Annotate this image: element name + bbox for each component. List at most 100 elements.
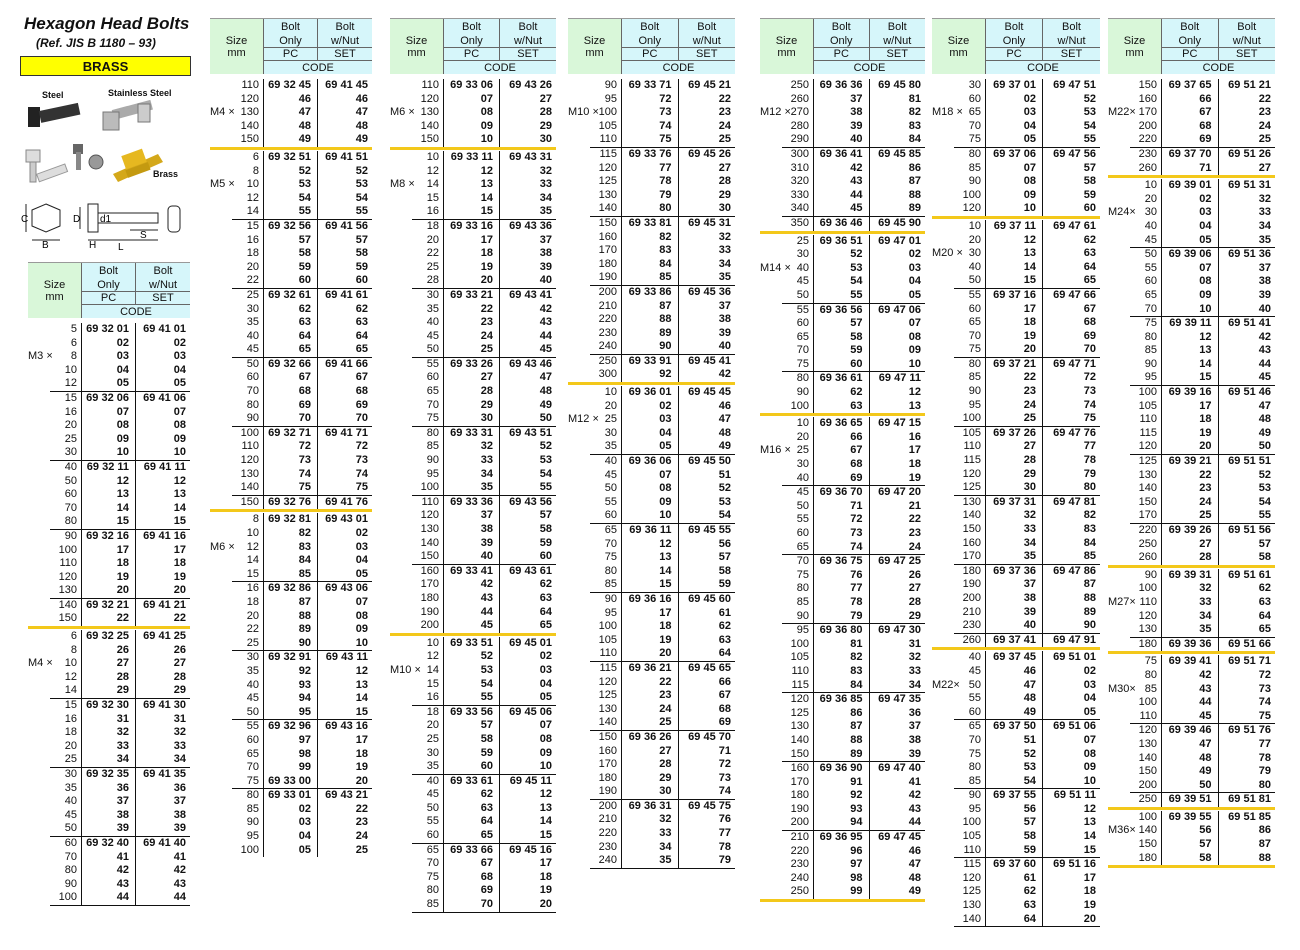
table-row: 60 13 13 [50, 488, 190, 502]
length-value: 30 [426, 746, 439, 759]
pc-code-cell: 09 [986, 188, 1043, 203]
set-code-cell: 69 51 76 [1228, 724, 1271, 737]
table-row: 40 14 64 [954, 260, 1100, 275]
set-code-cell: 15 [539, 829, 552, 842]
length-value: 250 [1138, 537, 1157, 550]
pc-code-cell: 03 [986, 106, 1043, 120]
table-row: 80 53 09 [954, 761, 1100, 775]
set-code-cell: 17 [908, 444, 921, 457]
code-table-column: Size mm Bolt Bolt Only w/Nut PC SET CODE 5 69 32 0… [28, 262, 190, 906]
pc-code-cell: 66 [1162, 92, 1219, 107]
size-unit-label: mm [777, 46, 796, 59]
size-cell: 190 [412, 605, 444, 620]
set-code-cell: 12 [173, 474, 186, 487]
size-cell: 160 [590, 230, 622, 245]
size-cell: 125 [1130, 455, 1162, 469]
size-section: 8 69 32 81 69 43 01 10 82 02 M6 × 12 83 03 14 84 04 1… [210, 513, 372, 858]
length-value: 150 [962, 523, 981, 535]
set-code-cell: 35 [539, 205, 552, 218]
size-section: 6 69 32 25 69 41 25 8 26 26 M4 × 10 27 27 12 28 28 14… [28, 630, 190, 906]
table-row: M22× 170 67 23 [1108, 106, 1275, 120]
length-value: 65 [604, 524, 617, 536]
pc-code-cell: 09 [82, 432, 136, 447]
set-code-cell: 32 [1258, 192, 1271, 205]
table-row: 10 04 04 [50, 363, 190, 378]
table-row: M18 × 65 03 53 [932, 106, 1100, 120]
length-value: 55 [426, 815, 439, 828]
table-body: 110 69 32 45 69 41 45 120 46 46 M4 × 130 47 47 140… [210, 74, 372, 858]
pc-code-cell: 91 [814, 775, 870, 790]
length-value: 120 [790, 693, 809, 706]
pc-code-cell: 32 [986, 509, 1043, 523]
length-value: 120 [1138, 440, 1157, 453]
size-cell: 220 [1130, 524, 1162, 538]
table-row: 150 69 37 65 69 51 21 [1130, 79, 1275, 93]
set-code-cell: 69 45 75 [688, 799, 731, 812]
table-row: 230 69 37 70 69 51 26 [1130, 147, 1275, 162]
table-row: 210 69 36 95 69 47 45 [782, 831, 925, 845]
pc-code-cell: 77 [814, 582, 870, 596]
pc-code-cell: 04 [1162, 219, 1219, 234]
size-section: 6 69 32 51 69 41 51 8 52 52 M5 × 10 53 53 12 54 54 14… [210, 150, 372, 510]
pc-code-cell: 07 [1162, 261, 1219, 276]
set-code-cell: 07 [1083, 733, 1096, 746]
length-value: 200 [1138, 119, 1157, 132]
table-row: 130 79 29 [590, 188, 735, 203]
size-cell: 35 [412, 302, 444, 317]
length-value: 8 [70, 643, 77, 656]
table-row: 65 98 18 [232, 747, 372, 762]
table-row: 150 24 54 [1130, 495, 1275, 510]
set-code-cell: 69 51 21 [1228, 79, 1271, 91]
bolt-only-subheader: Only [264, 34, 318, 48]
length-value: 70 [64, 850, 77, 863]
table-header: Size mm Bolt Bolt Only w/Nut PC SET CODE [932, 18, 1100, 74]
set-code-cell: 36 [908, 706, 921, 719]
length-value: 75 [796, 568, 809, 581]
set-code-cell: 05 [1083, 705, 1096, 718]
table-row: 65 69 36 11 69 45 55 [590, 524, 735, 538]
pc-code-cell: 05 [264, 843, 318, 858]
size-cell: 200 [782, 816, 814, 831]
size-cell: 100 [232, 843, 264, 858]
pc-code-cell: 43 [1162, 682, 1219, 697]
size-cell: 210 [590, 299, 622, 314]
table-row: 95 69 36 80 69 47 30 [782, 624, 925, 638]
row-group: 30 69 37 01 69 47 51 60 02 52 M18 × 65 03 53 70 04 5… [932, 79, 1100, 148]
table-row: 60 67 67 [232, 371, 372, 386]
pc-code-cell: 69 33 00 [264, 774, 318, 789]
set-code-cell: 22 [1258, 92, 1271, 105]
length-value: 50 [968, 678, 981, 691]
table-row: 90 33 53 [412, 454, 556, 468]
table-row: 50 08 52 [590, 482, 735, 496]
size-cell: 110 [590, 647, 622, 661]
diagram-label-h: H [89, 240, 96, 251]
table-row: 120 37 57 [412, 509, 556, 523]
table-row: 180 43 63 [412, 591, 556, 606]
pc-code-cell: 92 [264, 664, 318, 679]
pc-code-cell: 97 [264, 733, 318, 748]
table-row: 30 52 02 [782, 248, 925, 262]
set-code-cell: 44 [173, 891, 186, 904]
table-row: M36× 140 56 86 [1108, 824, 1275, 839]
length-value: 110 [1139, 709, 1157, 722]
length-value: 150 [598, 216, 617, 229]
size-cell: 160 [1130, 92, 1162, 107]
size-cell: 120 [954, 467, 986, 482]
pc-code-cell: 69 32 25 [82, 630, 136, 644]
size-cell: 200 [412, 619, 444, 633]
thread-size-label: M12 × [760, 106, 791, 119]
thread-size-label: M5 × [210, 178, 235, 191]
length-value: 45 [604, 468, 617, 481]
size-cell: 190 [590, 785, 622, 799]
table-row: 30 10 10 [50, 446, 190, 460]
table-row: 55 64 14 [412, 815, 556, 830]
pc-code-cell: 08 [622, 482, 679, 496]
set-code-cell: 69 [355, 398, 368, 411]
set-code-cell: 33 [173, 739, 186, 752]
pc-code-cell: 76 [814, 568, 870, 583]
length-value: 60 [246, 371, 259, 384]
length-value: 16 [426, 205, 439, 218]
pc-code-cell: 13 [82, 488, 136, 502]
length-value: 12 [64, 670, 77, 683]
length-value: 14 [426, 663, 439, 676]
